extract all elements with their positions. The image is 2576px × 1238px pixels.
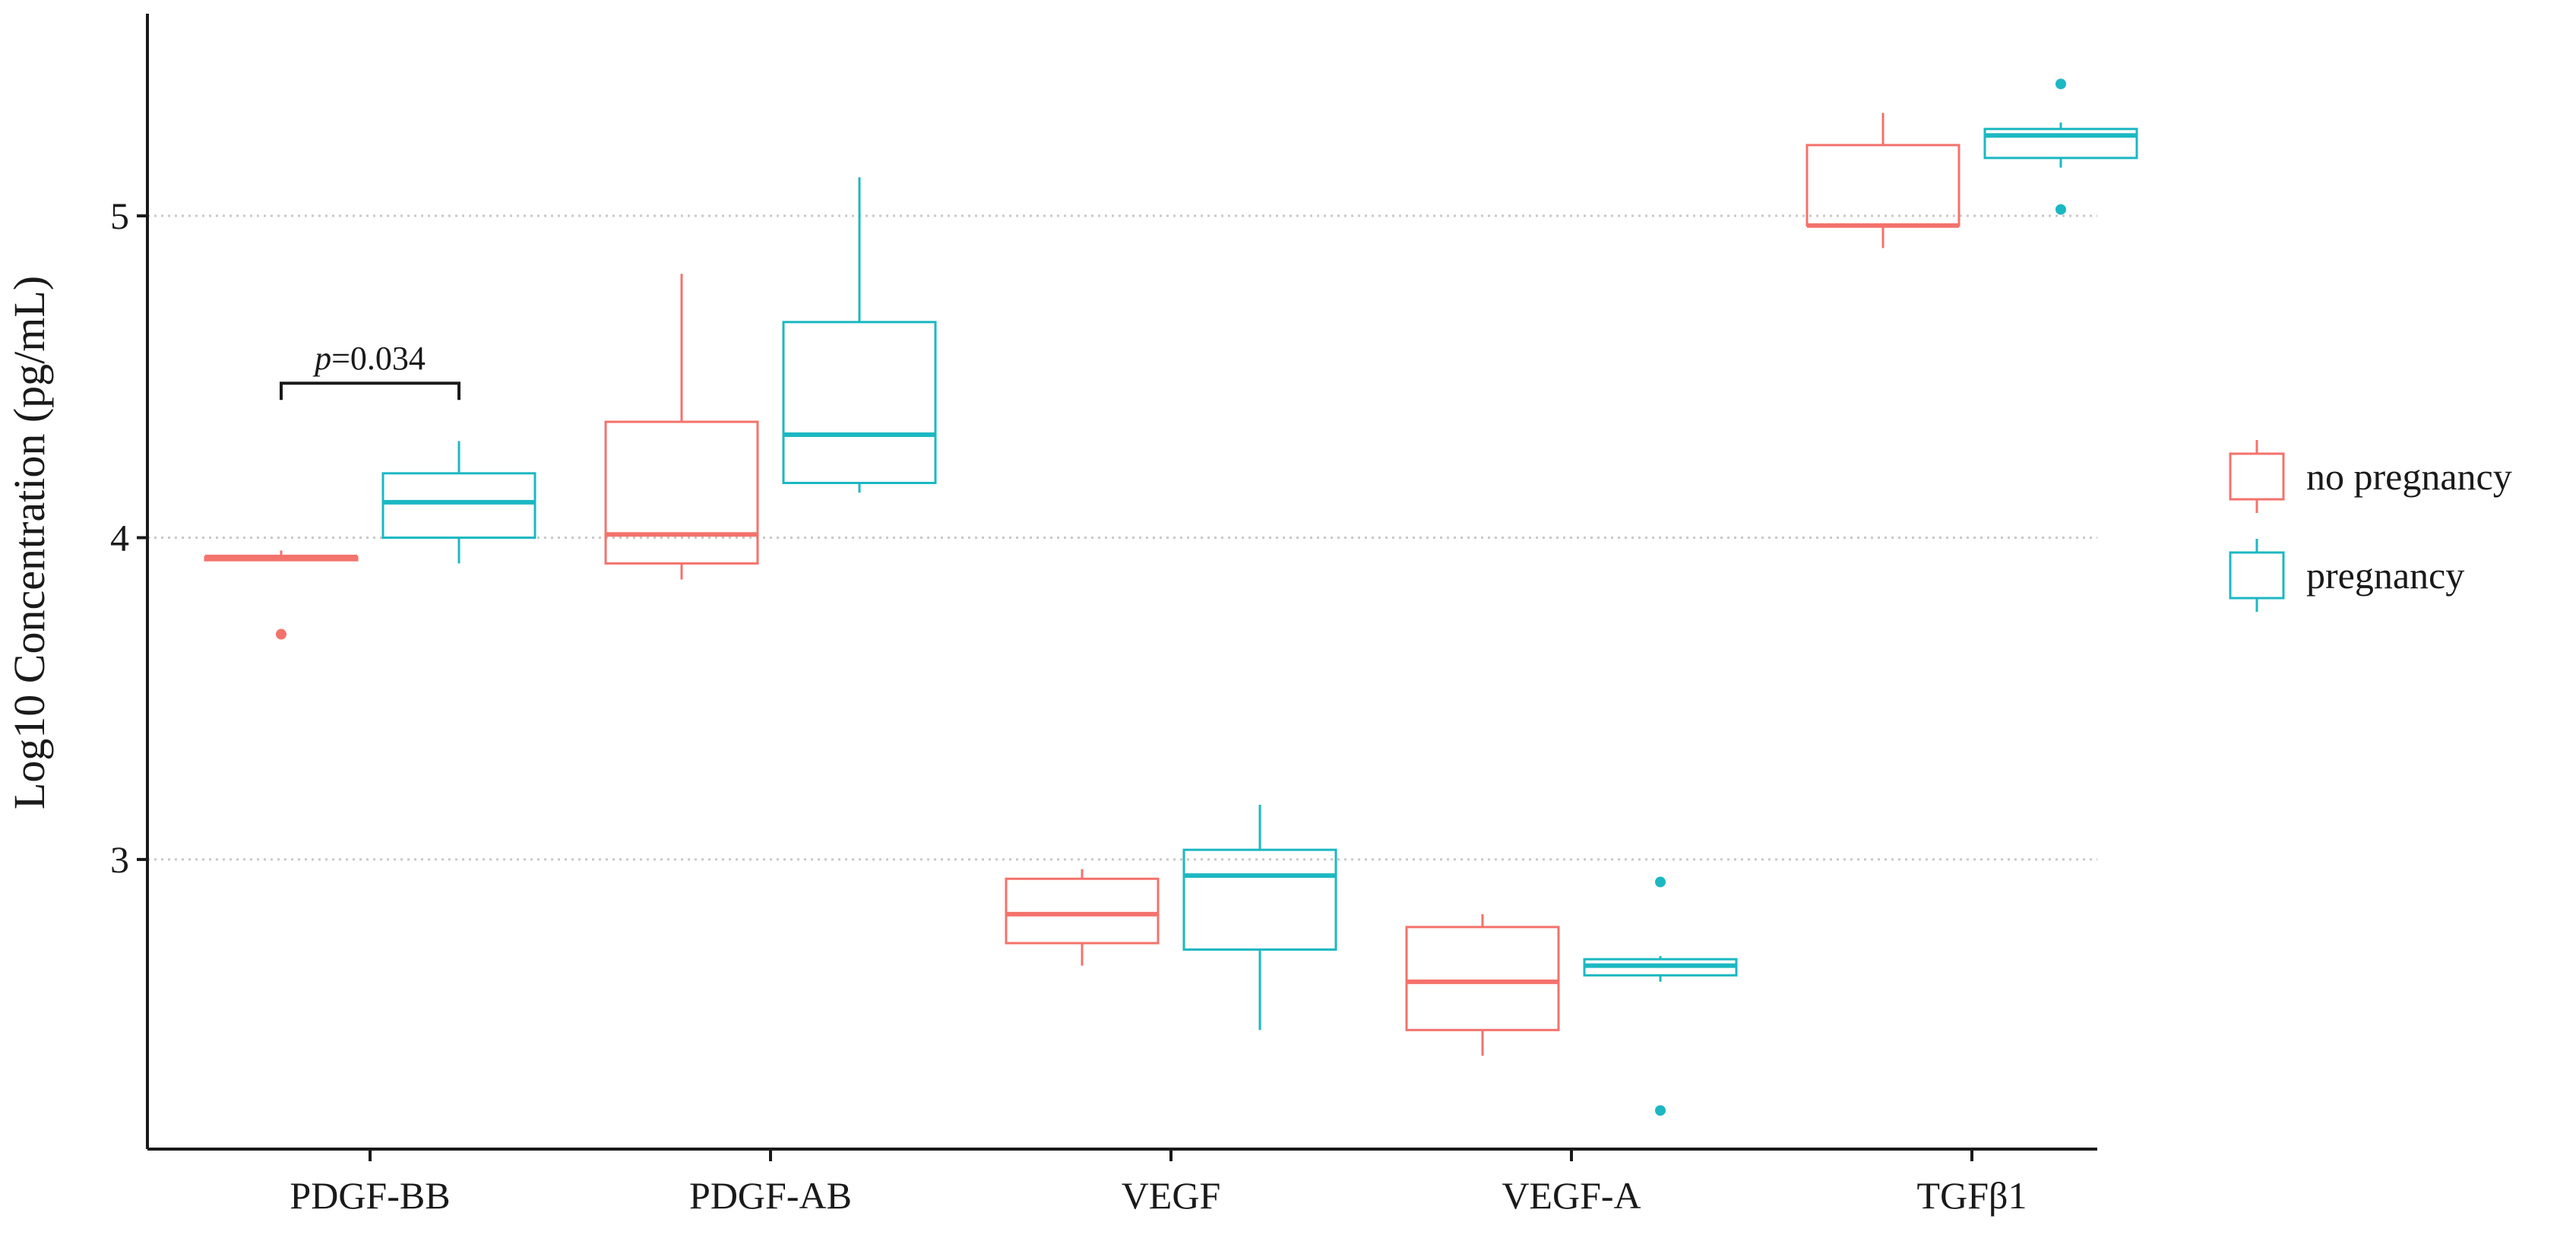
- box-iqr: [1983, 128, 2138, 160]
- outlier-point-0: [1655, 876, 1666, 888]
- y-tick-label-5: 5: [110, 195, 129, 237]
- box-iqr: [1805, 144, 1960, 227]
- bracket-line: [280, 382, 460, 401]
- box-pregnancy-4: [1983, 78, 2138, 215]
- legend-item-no-pregnancy: no pregnancy: [2229, 440, 2512, 513]
- legend-label: pregnancy: [2306, 554, 2464, 597]
- axes: 3 4 5 PDGF-BB PDGF-AB VEGF VEGF-A TGFβ1: [110, 14, 2097, 1217]
- outlier-point-0: [276, 628, 286, 640]
- box-no-pregnancy-1: [604, 274, 759, 580]
- box-pregnancy-3: [1583, 876, 1738, 1116]
- box-groups: [204, 78, 2138, 1116]
- box-no-pregnancy-0: [204, 550, 359, 640]
- box-iqr: [604, 420, 759, 565]
- p-value-text: =0.034: [331, 340, 426, 377]
- box-iqr: [1005, 877, 1160, 945]
- box-no-pregnancy-3: [1405, 913, 1560, 1056]
- x-tick-label-pdgf-ab: PDGF-AB: [689, 1174, 852, 1217]
- box-pregnancy-0: [381, 441, 536, 564]
- y-tick-label-4: 4: [110, 516, 129, 559]
- p-value-label: p=0.034: [312, 340, 426, 377]
- p-symbol: p: [312, 340, 331, 377]
- outlier-point-0: [2055, 78, 2066, 90]
- box-iqr: [1182, 848, 1337, 951]
- box-pregnancy-2: [1182, 804, 1337, 1031]
- box-iqr: [782, 321, 937, 485]
- outlier-point-1: [2055, 204, 2066, 215]
- box-iqr: [381, 472, 536, 539]
- box-no-pregnancy-4: [1805, 112, 1960, 249]
- legend-swatch: [2229, 452, 2285, 501]
- annotations: p=0.034: [280, 340, 460, 401]
- significance-bracket-0: p=0.034: [280, 340, 460, 401]
- legend-label: no pregnancy: [2306, 455, 2512, 498]
- box-pregnancy-1: [782, 177, 937, 493]
- x-tick-label-vegf-a: VEGF-A: [1502, 1174, 1641, 1217]
- outlier-point-1: [1655, 1105, 1666, 1116]
- x-tick-label-tgf-1: TGFβ1: [1917, 1174, 2027, 1217]
- legend: no pregnancy pregnancy: [2229, 440, 2512, 612]
- box-iqr: [1405, 926, 1560, 1031]
- box-no-pregnancy-2: [1005, 869, 1160, 966]
- legend-swatch: [2229, 551, 2285, 600]
- x-tick-label-pdgf-bb: PDGF-BB: [290, 1174, 450, 1217]
- x-tick-label-vegf: VEGF: [1122, 1174, 1221, 1217]
- legend-item-pregnancy: pregnancy: [2229, 539, 2464, 612]
- y-axis-title: Log10 Concentration (pg/mL): [5, 276, 54, 809]
- y-tick-label-3: 3: [110, 838, 129, 881]
